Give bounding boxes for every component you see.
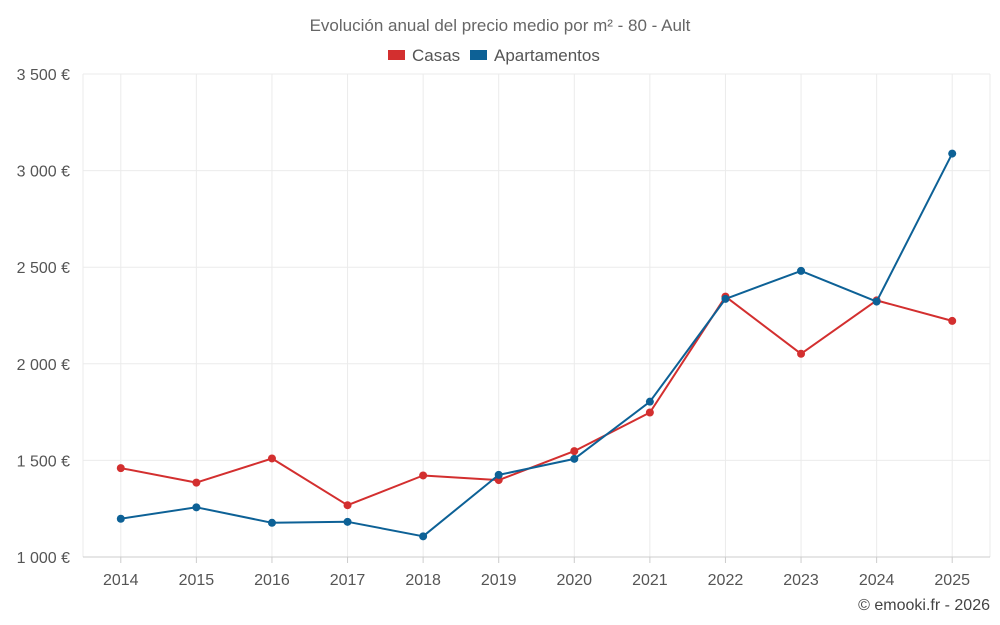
x-tick-label: 2015 <box>179 572 215 589</box>
grid <box>82 73 991 557</box>
x-tick-label: 2014 <box>103 572 139 589</box>
axes: 1 000 € 1 500 € 2 000 € 2 500 € 3 000 € 3 500… <box>17 67 990 589</box>
y-tick-label: 2 500 € <box>17 260 70 277</box>
series-layer <box>116 149 957 541</box>
data-point-casas[interactable] <box>419 471 428 480</box>
x-tick-label: 2019 <box>481 572 517 589</box>
x-tick-label: 2023 <box>783 572 819 589</box>
data-point-casas[interactable] <box>570 447 579 456</box>
y-tick-label: 1 500 € <box>17 453 70 470</box>
legend: Casas Apartamentos <box>388 46 600 65</box>
y-tick-label: 3 000 € <box>17 164 70 181</box>
series-line-casas <box>120 295 953 507</box>
series-line-apartamentos <box>120 153 954 538</box>
x-tick-label: 2017 <box>330 572 366 589</box>
x-tick-label: 2022 <box>708 572 744 589</box>
data-point-apartamentos[interactable] <box>419 532 428 541</box>
data-point-apartamentos[interactable] <box>721 294 730 303</box>
legend-label-apartamentos[interactable]: Apartamentos <box>494 46 600 65</box>
data-point-apartamentos[interactable] <box>872 297 881 306</box>
x-tick-label: 2018 <box>405 572 441 589</box>
data-point-casas[interactable] <box>343 501 352 510</box>
data-point-apartamentos[interactable] <box>267 518 276 527</box>
data-point-casas[interactable] <box>267 454 276 463</box>
data-point-apartamentos[interactable] <box>570 454 579 463</box>
y-tick-label: 2 000 € <box>17 357 70 374</box>
data-point-casas[interactable] <box>116 464 125 473</box>
x-tick-label: 2016 <box>254 572 290 589</box>
data-point-apartamentos[interactable] <box>192 503 201 512</box>
legend-label-casas[interactable]: Casas <box>412 46 460 65</box>
data-point-apartamentos[interactable] <box>494 470 503 479</box>
data-point-casas[interactable] <box>797 349 806 358</box>
y-tick-label: 3 500 € <box>17 67 70 84</box>
data-point-casas[interactable] <box>948 316 957 325</box>
data-point-apartamentos[interactable] <box>343 517 352 526</box>
legend-swatch-casas <box>388 50 405 60</box>
x-tick-label: 2021 <box>632 572 668 589</box>
legend-swatch-apartamentos <box>470 50 487 60</box>
data-point-apartamentos[interactable] <box>116 514 125 523</box>
y-tick-label: 1 000 € <box>17 550 70 567</box>
data-point-casas[interactable] <box>192 478 201 487</box>
data-point-apartamentos[interactable] <box>797 266 806 275</box>
data-point-apartamentos[interactable] <box>645 397 654 406</box>
x-tick-label: 2025 <box>934 572 970 589</box>
data-point-casas[interactable] <box>645 408 654 417</box>
x-tick-label: 2024 <box>859 572 895 589</box>
data-point-apartamentos[interactable] <box>948 149 957 158</box>
x-tick-label: 2020 <box>556 572 592 589</box>
chart-title: Evolución anual del precio medio por m² … <box>310 16 691 35</box>
credit-text: © emooki.fr - 2026 <box>858 597 990 614</box>
